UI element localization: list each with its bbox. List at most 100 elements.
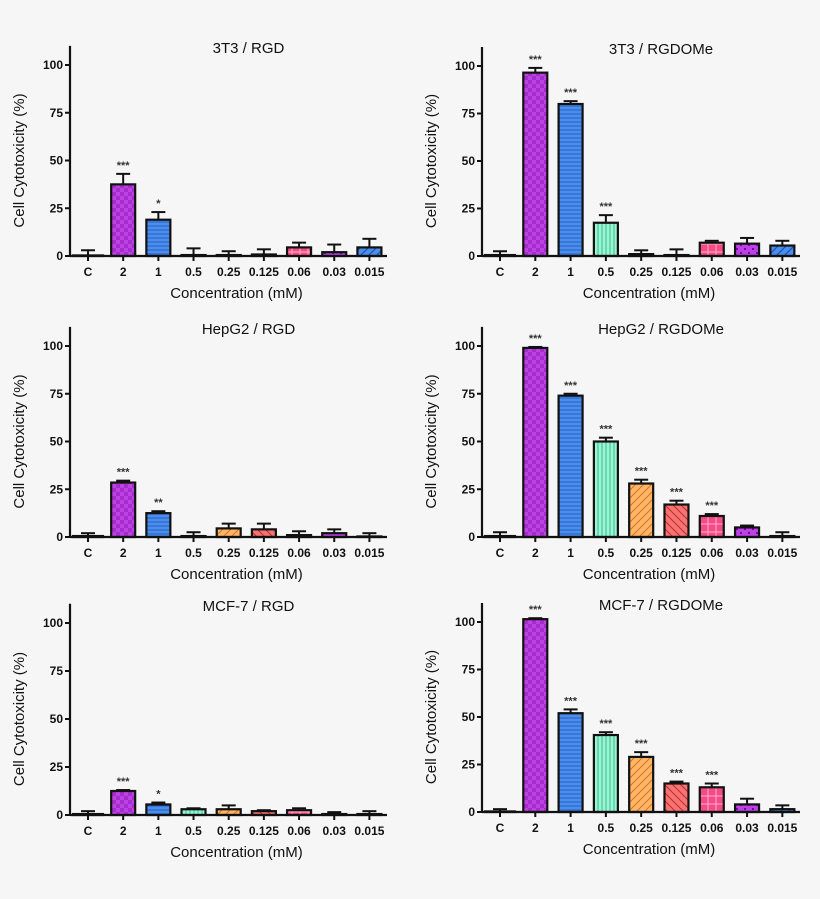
y-tick-label: 75 bbox=[50, 106, 64, 120]
y-tick-label: 100 bbox=[43, 616, 63, 630]
x-tick-label: C bbox=[84, 546, 93, 560]
x-tick-label: 0.5 bbox=[598, 821, 615, 835]
x-tick-label: 0.06 bbox=[287, 265, 311, 279]
x-tick-label: 0.015 bbox=[354, 824, 384, 838]
significance-label: *** bbox=[529, 604, 543, 616]
y-tick-label: 100 bbox=[455, 339, 475, 353]
x-tick-label: 2 bbox=[532, 821, 539, 835]
bar-0.5 bbox=[592, 440, 619, 539]
y-tick-label: 0 bbox=[56, 530, 63, 544]
bar-1 bbox=[557, 712, 584, 814]
significance-label: *** bbox=[564, 87, 578, 99]
chart-panel: MCF-7 / RGD Cell Cytotoxicity (%) Concentr… bbox=[11, 598, 387, 861]
x-tick-label: 1 bbox=[155, 546, 162, 560]
x-tick-label: 1 bbox=[567, 546, 574, 560]
chart-panel: HepG2 / RGDOMe Cell Cytotoxicity (%) Conce… bbox=[423, 321, 800, 583]
x-axis-label: Concentration (mM) bbox=[583, 285, 716, 302]
x-tick-label: 0.25 bbox=[629, 821, 653, 835]
y-axis-label: Cell Cytotoxicity (%) bbox=[11, 652, 28, 786]
x-tick-label: 2 bbox=[532, 265, 539, 279]
x-tick-label: 0.015 bbox=[767, 265, 797, 279]
chart-title: MCF-7 / RGDOMe bbox=[599, 597, 723, 614]
significance-label: *** bbox=[117, 467, 131, 479]
x-tick-label: 0.03 bbox=[323, 546, 347, 560]
significance-label: *** bbox=[705, 770, 719, 782]
y-axis-label: Cell Cytotoxicity (%) bbox=[423, 374, 440, 508]
x-tick-label: C bbox=[496, 265, 505, 279]
bar-0.03 bbox=[733, 803, 761, 814]
significance-label: *** bbox=[705, 500, 719, 512]
significance-label: *** bbox=[599, 201, 613, 213]
x-tick-label: 0.03 bbox=[735, 821, 759, 835]
y-tick-label: 0 bbox=[56, 808, 63, 822]
y-tick-label: 75 bbox=[462, 107, 476, 121]
bar-0.5 bbox=[592, 733, 619, 814]
y-tick-label: 25 bbox=[50, 482, 64, 496]
y-tick-label: 25 bbox=[462, 758, 476, 772]
x-tick-label: 1 bbox=[567, 265, 574, 279]
x-tick-label: 0.03 bbox=[323, 265, 347, 279]
significance-label: *** bbox=[564, 695, 578, 707]
x-tick-label: 0.06 bbox=[700, 546, 724, 560]
y-tick-label: 25 bbox=[462, 202, 476, 216]
significance-label: *** bbox=[635, 738, 649, 750]
bar-0.06 bbox=[285, 246, 313, 258]
chart-title: HepG2 / RGD bbox=[202, 321, 296, 338]
bar-0.25 bbox=[628, 755, 655, 814]
x-tick-label: 0.03 bbox=[323, 824, 347, 838]
x-tick-label: 0.5 bbox=[185, 265, 202, 279]
significance-label: *** bbox=[599, 424, 613, 436]
y-tick-label: 75 bbox=[50, 387, 64, 401]
x-tick-label: 0.125 bbox=[249, 265, 279, 279]
y-tick-label: 75 bbox=[50, 664, 64, 678]
y-axis-label: Cell Cytotoxicity (%) bbox=[423, 650, 440, 784]
y-tick-label: 0 bbox=[468, 249, 475, 263]
chart-title: MCF-7 / RGD bbox=[203, 598, 295, 615]
y-tick-label: 50 bbox=[462, 435, 476, 449]
bar-1 bbox=[145, 218, 172, 258]
significance-label: * bbox=[156, 789, 161, 801]
bar-0.125 bbox=[663, 503, 690, 539]
significance-label: ** bbox=[154, 497, 163, 509]
y-axis-label: Cell Cytotoxicity (%) bbox=[423, 94, 440, 228]
bar-0.015 bbox=[769, 244, 796, 258]
y-tick-label: 100 bbox=[43, 58, 63, 72]
bar-0.125 bbox=[250, 528, 277, 539]
bar-0.5 bbox=[592, 221, 619, 258]
bar-0.25 bbox=[215, 527, 242, 539]
significance-label: *** bbox=[599, 718, 613, 730]
y-tick-label: 0 bbox=[56, 249, 63, 263]
chart-panel: HepG2 / RGD Cell Cytotoxicity (%) Concentr… bbox=[11, 321, 387, 583]
x-tick-label: 0.125 bbox=[249, 546, 279, 560]
bar-2 bbox=[110, 481, 137, 539]
x-axis-label: Concentration (mM) bbox=[170, 566, 303, 583]
bar-0.06 bbox=[698, 241, 725, 258]
bar-2 bbox=[522, 618, 549, 814]
x-tick-label: 0.06 bbox=[700, 265, 724, 279]
x-tick-label: 0.03 bbox=[735, 546, 759, 560]
bar-0.06 bbox=[698, 514, 725, 539]
y-tick-label: 50 bbox=[462, 154, 476, 168]
chart-title: 3T3 / RGD bbox=[213, 40, 285, 57]
chart-title: 3T3 / RGDOMe bbox=[609, 41, 713, 58]
y-tick-label: 100 bbox=[455, 615, 475, 629]
chart-panel: 3T3 / RGDOMe Cell Cytotoxicity (%) Concent… bbox=[423, 41, 800, 302]
x-tick-label: 0.5 bbox=[598, 265, 615, 279]
x-tick-label: 0.015 bbox=[354, 546, 384, 560]
x-tick-label: 0.25 bbox=[217, 824, 241, 838]
bar-2 bbox=[110, 789, 137, 817]
y-tick-label: 100 bbox=[455, 59, 475, 73]
x-tick-label: 0.06 bbox=[287, 546, 311, 560]
bar-0.03 bbox=[733, 242, 761, 258]
chart-panel: 3T3 / RGD Cell Cytotoxicity (%) Concentrat… bbox=[11, 40, 387, 302]
significance-label: *** bbox=[117, 776, 131, 788]
bar-1 bbox=[557, 102, 584, 258]
significance-label: *** bbox=[117, 160, 131, 172]
bar-0.06 bbox=[698, 786, 725, 814]
bar-2 bbox=[522, 71, 549, 258]
significance-label: *** bbox=[670, 768, 684, 780]
x-tick-label: 1 bbox=[567, 821, 574, 835]
x-tick-label: 2 bbox=[532, 546, 539, 560]
